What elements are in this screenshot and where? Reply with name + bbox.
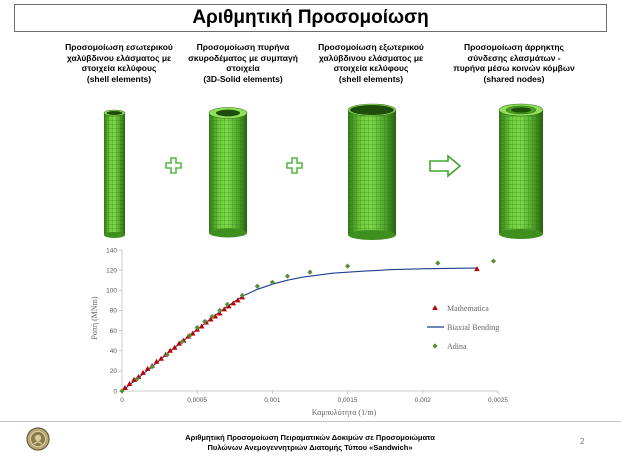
page-number: 2 [580, 437, 585, 446]
caption-line: στοιχεία [226, 63, 260, 74]
legend-label: Adina [447, 342, 467, 351]
combined-model-figure [498, 103, 544, 239]
caption-outer-steel: Προσομοίωση εξωτερικού χαλύβδινου ελάσμα… [301, 42, 441, 84]
y-tick-label: 120 [106, 267, 117, 274]
mathematica-point [207, 316, 214, 322]
adina-point [269, 279, 275, 285]
caption-line: χαλύβδινου ελάσματος με [318, 52, 424, 63]
y-tick-label: 20 [110, 368, 118, 375]
x-tick-label: 0,0025 [488, 397, 508, 404]
caption-line: Προσομοίωση άρρηκτης [464, 42, 564, 52]
adina-point [307, 269, 313, 275]
x-tick-label: 0,002 [415, 397, 432, 404]
y-tick-label: 40 [110, 348, 118, 355]
caption-inner-steel: Προσομοίωση εσωτερικού χαλύβδινου ελάσμα… [49, 42, 189, 84]
slide-title-box: Αριθμητική Προσομοίωση [14, 4, 607, 32]
adina-point [284, 273, 291, 279]
adina-point [202, 318, 208, 325]
footer-line-2: Πυλώνων Ανεμογεννητριών Διατομής Τύπου «… [207, 443, 413, 452]
mathematica-point [235, 297, 241, 303]
y-tick-label: 100 [106, 288, 117, 295]
mathematica-point [131, 376, 137, 382]
legend-label: Mathematica [447, 304, 489, 313]
plus-icon [165, 157, 182, 174]
mathematica-point [230, 300, 237, 306]
y-tick-label: 60 [110, 328, 118, 335]
adina-point [435, 260, 441, 266]
x-tick-label: 0,0015 [338, 397, 358, 404]
mathematica-point [167, 347, 173, 353]
mathematica-point [122, 384, 128, 390]
mathematica-point [126, 380, 133, 386]
plus-icon [286, 157, 303, 174]
mathematica-point [176, 340, 182, 346]
x-tick-label: 0,0005 [187, 397, 207, 404]
chart-legend: Mathematica Biaxial Bending Adina [427, 304, 499, 351]
caption-line: στοιχεία κελύφους [81, 63, 157, 74]
caption-line: (3D-Solid elements) [203, 73, 283, 84]
mesh-figures [103, 103, 544, 240]
outer-steel-shell-figure [347, 103, 397, 240]
legend-label: Biaxial Bending [447, 323, 499, 332]
caption-concrete-core: Προσομοίωση πυρήνα σκυροδέματος με συμπα… [173, 42, 313, 84]
mathematica-point [225, 303, 232, 309]
moment-curvature-chart: 0 0,0005 0,001 0,0015 0,002 0,0025 0 20 40 60 80 10… [86, 238, 536, 420]
caption-line: (shell elements) [338, 73, 404, 84]
mathematica-point [189, 330, 196, 336]
mathematica-point [221, 306, 228, 312]
mathematica-point [198, 323, 205, 329]
caption-line: (shell elements) [86, 73, 152, 84]
chart-svg: 0 0,0005 0,001 0,0015 0,002 0,0025 0 20 40 60 80 10… [90, 247, 508, 417]
caption-line: Προσομοίωση εσωτερικού [65, 42, 173, 52]
adina-point [254, 283, 260, 289]
adina-point [490, 258, 497, 264]
caption-shared-nodes: Προσομοίωση άρρηκτης σύνδεσης ελασμάτων … [444, 42, 584, 84]
y-axis-label: Ροπή (MNm) [90, 296, 99, 339]
mathematica-point [144, 365, 151, 371]
university-logo-icon [26, 427, 50, 451]
mathematica-point [153, 358, 160, 364]
footer-line-1: Αριθμητική Προσομοίωση Πειραματικών Δοκι… [185, 433, 435, 442]
mathematica-point [171, 344, 178, 350]
adina-point [217, 307, 223, 314]
chart-axes [121, 250, 498, 392]
footer-divider [0, 421, 621, 422]
caption-line: σύνδεσης ελασμάτων - [467, 52, 561, 63]
footer-text: Αριθμητική Προσομοίωση Πειραματικών Δοκι… [120, 433, 500, 453]
caption-line: Προσομοίωση εξωτερικού [318, 42, 424, 52]
x-tick-label: 0,001 [264, 397, 281, 404]
inner-steel-shell-figure [103, 109, 126, 238]
concrete-core-solid-figure [208, 107, 248, 238]
adina-point [194, 324, 200, 331]
y-tick-label: 140 [106, 247, 117, 254]
adina-point [119, 388, 125, 394]
mathematica-point [140, 369, 146, 375]
caption-line: στοιχεία κελύφους [333, 63, 409, 74]
mathematica-point [474, 266, 480, 272]
slide-title: Αριθμητική Προσομοίωση [192, 7, 429, 28]
caption-line: σκυροδέματος με συμπαγή [188, 52, 298, 63]
legend-marker-swatch [432, 343, 438, 349]
chart-marks [119, 258, 497, 394]
mathematica-point [158, 355, 164, 361]
arrow-right-icon [429, 154, 462, 178]
adina-point [164, 352, 170, 358]
adina-point [345, 263, 351, 269]
caption-line: πυρήνα μέσω κοινών κόμβων [453, 63, 575, 74]
caption-line: (shared nodes) [483, 73, 545, 84]
caption-line: χαλύβδινου ελάσματος με [66, 52, 172, 63]
legend-marker-swatch [432, 305, 438, 310]
y-tick-label: 80 [110, 308, 118, 315]
x-tick-label: 0 [120, 397, 124, 404]
x-axis-label: Καμπυλότητα (1/m) [312, 408, 377, 417]
chart-ticks: 0 0,0005 0,001 0,0015 0,002 0,0025 0 20 40 60 80 10… [106, 247, 508, 404]
caption-line: Προσομοίωση πυρήνα [196, 42, 290, 52]
y-tick-label: 0 [113, 388, 117, 395]
series-line-biaxial-bending [121, 267, 477, 392]
